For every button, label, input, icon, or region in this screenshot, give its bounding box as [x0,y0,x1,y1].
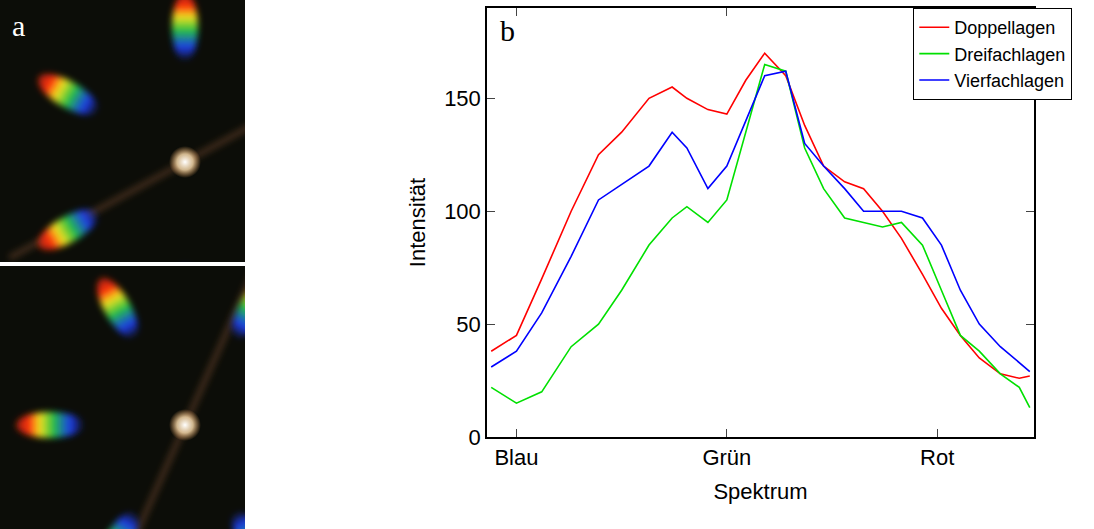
svg-text:Grün: Grün [702,445,751,470]
svg-text:Spektrum: Spektrum [713,479,807,504]
svg-text:a: a [12,9,25,42]
svg-text:Rot: Rot [920,445,954,470]
svg-text:0: 0 [469,425,481,450]
svg-text:150: 150 [444,86,481,111]
svg-text:Doppellagen: Doppellagen [954,18,1055,38]
svg-text:Dreifachlagen: Dreifachlagen [954,45,1065,65]
svg-text:b: b [500,14,515,47]
svg-text:100: 100 [444,199,481,224]
svg-text:Intensität: Intensität [405,178,430,267]
svg-text:50: 50 [456,312,480,337]
svg-text:Vierfachlagen: Vierfachlagen [954,71,1064,91]
svg-text:Blau: Blau [494,445,538,470]
